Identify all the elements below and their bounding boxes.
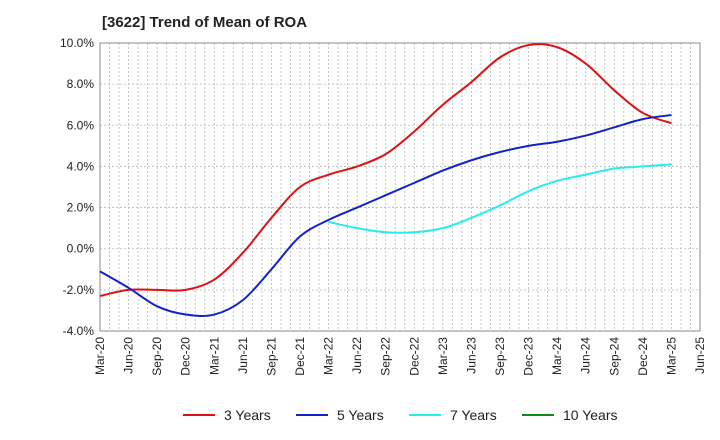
x-tick-label: Sep-21 [264, 337, 278, 376]
y-tick-label: -2.0% [63, 283, 95, 297]
x-tick-label: Mar-23 [436, 337, 450, 375]
y-tick-label: 4.0% [67, 159, 95, 173]
x-tick-label: Dec-21 [293, 337, 307, 376]
x-tick-label: Dec-20 [179, 337, 193, 376]
x-tick-label: Jun-23 [464, 337, 478, 374]
x-tick-label: Mar-22 [322, 337, 336, 375]
series-line-3-years [99, 43, 672, 298]
axes: -4.0% -2.0% 0.0% 2.0% 4.0% 6.0% 8.0% 10.0% Mar-2… [60, 36, 707, 376]
series-line-5-years [99, 114, 672, 317]
legend-label-5-years: 5 Years [337, 407, 384, 423]
x-tick-label: Dec-24 [636, 337, 650, 376]
y-tick-label: 0.0% [67, 242, 95, 256]
legend-label-10-years: 10 Years [563, 407, 618, 423]
x-tick-label: Jun-21 [236, 337, 250, 374]
legend-label-3-years: 3 Years [224, 407, 271, 423]
x-tick-label: Sep-22 [379, 337, 393, 376]
y-tick-label: 2.0% [67, 201, 95, 215]
legend: 3 Years 5 Years 7 Years 10 Years [183, 407, 618, 423]
grid [99, 42, 701, 332]
series-lines [99, 43, 672, 317]
x-tick-label: Jun-20 [122, 337, 136, 374]
x-tick-label: Mar-20 [93, 337, 107, 375]
x-tick-label: Sep-20 [150, 337, 164, 376]
plot-frame [99, 42, 701, 332]
plot-area [100, 43, 700, 331]
series-line-7-years [328, 163, 672, 234]
y-tick-label: 10.0% [60, 36, 94, 50]
x-tick-label: Jun-24 [579, 337, 593, 374]
x-tick-label: Dec-22 [407, 337, 421, 376]
legend-label-7-years: 7 Years [450, 407, 497, 423]
x-tick-label: Dec-23 [522, 337, 536, 376]
chart-title: [3622] Trend of Mean of ROA [102, 14, 308, 31]
x-tick-label: Sep-23 [493, 337, 507, 376]
x-tick-label: Jun-22 [350, 337, 364, 374]
x-tick-label: Jun-25 [693, 337, 707, 374]
x-tick-label: Sep-24 [607, 337, 621, 376]
x-tick-label: Mar-25 [664, 337, 678, 375]
y-tick-label: 8.0% [67, 77, 95, 91]
x-tick-label: Mar-24 [550, 337, 564, 375]
x-tick-label: Mar-21 [207, 337, 221, 375]
y-tick-label: 6.0% [67, 118, 95, 132]
y-tick-label: -4.0% [63, 324, 95, 338]
